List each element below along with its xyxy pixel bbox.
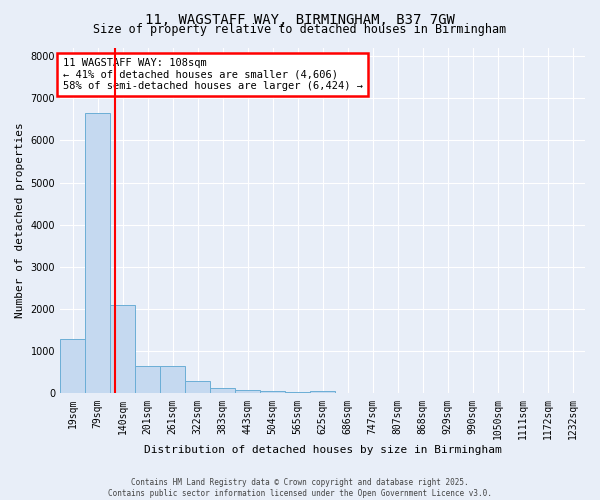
Bar (110, 305, 135, 394)
Bar (85, 113, 110, 394)
Bar (135, 366, 160, 394)
Bar (185, 381, 210, 394)
Bar (235, 390, 260, 394)
Bar (160, 366, 185, 394)
Bar (285, 392, 310, 394)
Bar (260, 392, 285, 394)
Text: 11, WAGSTAFF WAY, BIRMINGHAM, B37 7GW: 11, WAGSTAFF WAY, BIRMINGHAM, B37 7GW (145, 12, 455, 26)
Text: Contains HM Land Registry data © Crown copyright and database right 2025.
Contai: Contains HM Land Registry data © Crown c… (108, 478, 492, 498)
X-axis label: Distribution of detached houses by size in Birmingham: Distribution of detached houses by size … (143, 445, 502, 455)
Bar (210, 388, 235, 394)
Y-axis label: Number of detached properties: Number of detached properties (15, 122, 25, 318)
Text: 11 WAGSTAFF WAY: 108sqm
← 41% of detached houses are smaller (4,606)
58% of semi: 11 WAGSTAFF WAY: 108sqm ← 41% of detache… (62, 58, 362, 91)
Text: Size of property relative to detached houses in Birmingham: Size of property relative to detached ho… (94, 22, 506, 36)
Bar (60, 338, 85, 394)
Bar (310, 392, 335, 394)
